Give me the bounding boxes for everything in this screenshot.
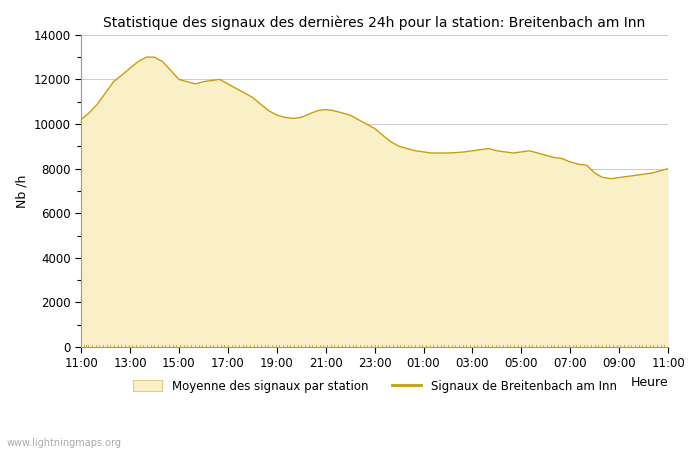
- Text: www.lightningmaps.org: www.lightningmaps.org: [7, 438, 122, 448]
- X-axis label: Heure: Heure: [631, 376, 668, 389]
- Title: Statistique des signaux des dernières 24h pour la station: Breitenbach am Inn: Statistique des signaux des dernières 24…: [104, 15, 645, 30]
- Legend: Moyenne des signaux par station, Signaux de Breitenbach am Inn: Moyenne des signaux par station, Signaux…: [128, 375, 622, 397]
- Y-axis label: Nb /h: Nb /h: [15, 174, 28, 207]
